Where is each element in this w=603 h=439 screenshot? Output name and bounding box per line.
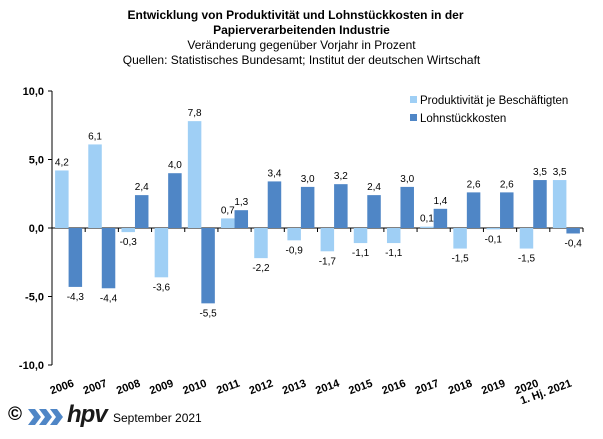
legend-swatch [410, 114, 417, 121]
x-tick-label: 2016 [380, 378, 407, 398]
legend-swatch [410, 96, 417, 103]
x-tick-label: 2009 [148, 378, 175, 398]
publication-date: September 2021 [113, 411, 202, 425]
data-label: 2,6 [500, 179, 514, 190]
x-tick-label: 2012 [248, 378, 275, 398]
chart-title-line-2: Papierverarbeitenden Industrie [213, 23, 390, 37]
data-label: 3,5 [553, 167, 567, 178]
data-label: -2,2 [252, 263, 270, 274]
bar-lohnstueckkosten [566, 228, 580, 234]
x-tick-label: 2010 [181, 378, 208, 398]
x-tick-label: 2015 [347, 378, 374, 398]
legend-label: Lohnstückkosten [420, 113, 506, 125]
data-label: -4,3 [67, 292, 85, 303]
bar-lohnstueckkosten [201, 228, 215, 304]
data-label: -4,4 [100, 293, 118, 304]
data-label: 2,6 [467, 179, 481, 190]
y-tick-label: -10,0 [19, 360, 44, 372]
bar-lohnstueckkosten [400, 186, 414, 228]
data-label: 6,1 [88, 131, 102, 142]
data-label: 0,1 [420, 214, 434, 225]
y-tick-label: 5,0 [29, 155, 44, 167]
legend-label: Produktivität je Beschäftigten [420, 95, 568, 107]
bar-produktivitaet [287, 228, 301, 241]
data-label: 3,0 [400, 174, 414, 185]
data-label: -0,3 [120, 237, 138, 248]
bar-lohnstueckkosten [68, 228, 83, 287]
data-label: -1,5 [518, 254, 536, 265]
hpv-logo-arrows-icon [28, 409, 63, 425]
bar-lohnstueckkosten [500, 192, 514, 228]
footer: © hpv September 2021 [8, 401, 308, 429]
bar-produktivitaet [121, 228, 135, 233]
bar-produktivitaet [552, 180, 567, 228]
x-tick-label: 2014 [314, 377, 342, 397]
data-label: 3,0 [301, 174, 315, 185]
bar-lohnstueckkosten [234, 210, 249, 228]
bar-produktivitaet [187, 121, 202, 228]
data-label: 3,5 [533, 167, 547, 178]
bar-lohnstueckkosten [533, 180, 547, 228]
data-label: 2,4 [367, 182, 381, 193]
bar-lohnstueckkosten [101, 228, 116, 289]
data-label: -1,7 [319, 256, 337, 267]
data-label: -0,4 [565, 238, 583, 249]
data-label: 2,4 [135, 182, 149, 193]
data-label: -5,5 [199, 308, 217, 319]
data-label: -1,5 [451, 254, 469, 265]
y-tick-label: 10,0 [23, 86, 44, 98]
bar-produktivitaet [453, 228, 467, 249]
bar-produktivitaet [420, 226, 434, 228]
data-label: 3,2 [334, 171, 348, 182]
bar-lohnstueckkosten [466, 192, 481, 228]
data-label: 4,2 [55, 157, 69, 168]
chart-title-block: Entwicklung von Produktivität und Lohnst… [0, 8, 603, 68]
data-label: -1,1 [352, 248, 370, 259]
data-label: -0,9 [286, 245, 304, 256]
bar-produktivitaet [353, 228, 368, 244]
data-label: -3,6 [153, 282, 171, 293]
bar-lohnstueckkosten [334, 184, 348, 228]
x-tick-label: 2006 [49, 378, 76, 398]
x-tick-label: 2013 [281, 378, 308, 398]
x-tick-label: 2019 [480, 378, 507, 398]
bar-produktivitaet [154, 228, 169, 278]
hpv-logo: hpv [67, 401, 108, 428]
bar-produktivitaet [88, 144, 102, 228]
y-tick-label: -5,0 [25, 292, 44, 304]
x-tick-label: 2017 [414, 378, 441, 398]
bar-lohnstueckkosten [168, 173, 182, 228]
x-tick-label: 2007 [82, 378, 109, 398]
bar-lohnstueckkosten [134, 195, 149, 228]
data-label: 3,4 [268, 168, 282, 179]
bar-lohnstueckkosten [367, 195, 381, 228]
bar-produktivitaet [386, 228, 401, 244]
data-label: 1,4 [433, 196, 447, 207]
data-label: 4,0 [168, 160, 182, 171]
y-tick-label: 0,0 [29, 223, 44, 235]
x-tick-label: 2008 [115, 378, 142, 398]
bar-lohnstueckkosten [300, 186, 315, 228]
bar-produktivitaet [55, 170, 69, 228]
bar-produktivitaet [320, 228, 335, 252]
data-label: -0,1 [485, 234, 503, 245]
bar-produktivitaet [486, 228, 501, 230]
data-label: 0,7 [221, 205, 235, 216]
bar-lohnstueckkosten [433, 208, 448, 228]
copyright-symbol: © [8, 404, 22, 425]
x-tick-label: 2011 [215, 378, 242, 397]
chart-sources: Quellen: Statistisches Bundesamt; Instit… [122, 53, 481, 67]
bar-produktivitaet [519, 228, 534, 249]
bar-produktivitaet [221, 218, 235, 228]
data-label: -1,1 [385, 248, 403, 259]
chart-subtitle: Veränderung gegenüber Vorjahr in Prozent [187, 38, 416, 52]
data-label: 1,3 [234, 197, 248, 208]
bar-produktivitaet [254, 228, 268, 259]
chart-title-line-1: Entwicklung von Produktivität und Lohnst… [127, 8, 464, 22]
data-label: 7,8 [188, 108, 202, 119]
bar-lohnstueckkosten [267, 181, 282, 228]
x-tick-label: 2018 [447, 378, 474, 398]
